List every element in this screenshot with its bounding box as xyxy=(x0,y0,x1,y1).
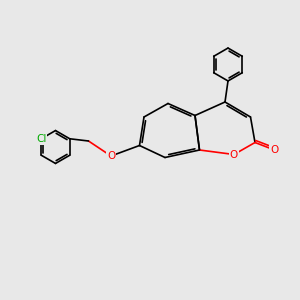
Text: O: O xyxy=(230,149,238,160)
Text: Cl: Cl xyxy=(36,134,46,144)
Text: O: O xyxy=(270,145,279,155)
Text: O: O xyxy=(107,151,115,161)
